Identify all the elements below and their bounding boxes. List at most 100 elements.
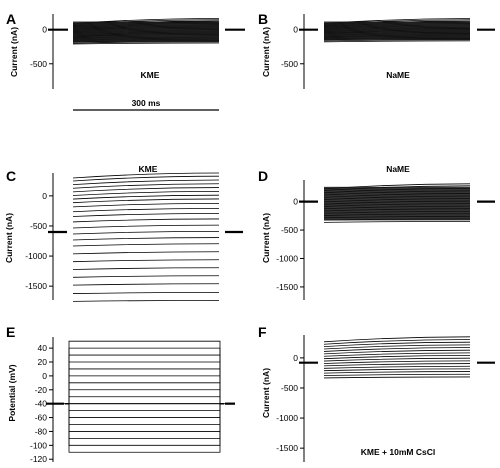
current-trace xyxy=(323,347,471,352)
panel-f-letter: F xyxy=(258,324,267,340)
current-trace xyxy=(72,202,220,208)
current-trace xyxy=(72,237,220,241)
current-trace xyxy=(323,360,471,364)
panel-e-tick-label: -120 xyxy=(30,454,47,464)
current-trace xyxy=(323,339,471,345)
panel-e: E 40 20 0 -20 -40 -60 -80 -100 -120 Potential (mV) xyxy=(6,324,235,464)
current-trace xyxy=(323,376,471,379)
panel-d-tick-label: -1500 xyxy=(276,282,298,292)
panel-c-annotation: KME xyxy=(139,164,158,174)
panel-b-trace-band xyxy=(324,21,470,40)
voltage-step-trace xyxy=(65,396,224,405)
panel-d: D 0 -500 -1000 -1500 Current (nA) NaME xyxy=(258,164,495,300)
voltage-step-trace xyxy=(65,403,224,425)
voltage-step-trace xyxy=(65,368,224,405)
current-trace xyxy=(72,251,220,255)
panel-e-tick-label: 40 xyxy=(38,343,48,353)
panel-a-y-axis-label: Current (nA) xyxy=(9,27,19,77)
current-trace xyxy=(323,368,471,372)
panel-b-tick-label: 0 xyxy=(293,25,298,35)
panel-f-annotation: KME + 10mM CsCl xyxy=(361,447,435,457)
panel-d-tick-label: -1000 xyxy=(276,253,298,263)
voltage-step-trace xyxy=(65,403,224,412)
current-trace xyxy=(72,187,220,193)
panel-a-letter: A xyxy=(6,11,16,27)
current-trace xyxy=(72,218,220,223)
current-trace xyxy=(72,291,220,294)
panel-b-y-axis-label: Current (nA) xyxy=(261,27,271,77)
current-trace xyxy=(323,349,471,355)
current-trace xyxy=(72,172,220,179)
panel-e-tick-label: -80 xyxy=(35,426,48,436)
voltage-step-trace xyxy=(65,382,224,405)
current-trace xyxy=(323,357,471,362)
panel-d-annotation: NaME xyxy=(386,164,410,174)
current-trace xyxy=(323,40,471,43)
panel-a-trace-band xyxy=(73,21,219,42)
panel-c-y-axis-label: Current (nA) xyxy=(4,213,14,263)
panel-a-tick-label: 0 xyxy=(42,25,47,35)
panel-e-tick-label: -40 xyxy=(35,399,48,409)
current-trace xyxy=(72,224,220,229)
panel-d-y-axis-label: Current (nA) xyxy=(261,213,271,263)
panel-d-tick-label: 0 xyxy=(293,197,298,207)
panel-f-tick-label: -1000 xyxy=(276,413,298,423)
current-trace xyxy=(72,275,220,278)
current-trace xyxy=(72,267,220,270)
panel-c-tick-label: 0 xyxy=(42,191,47,201)
current-trace xyxy=(72,183,220,189)
panel-f-tick-label: -1500 xyxy=(276,443,298,453)
panel-c-tick-label: -1500 xyxy=(25,281,47,291)
voltage-step-trace xyxy=(65,403,224,439)
current-trace xyxy=(323,344,471,350)
panel-d-trace-band xyxy=(324,186,470,221)
panel-d-tick-label: -500 xyxy=(281,225,298,235)
panel-e-tick-label: 0 xyxy=(42,371,47,381)
panel-f-tick-label: 0 xyxy=(293,353,298,363)
time-scale-bar-label: 300 ms xyxy=(132,98,161,108)
current-trace xyxy=(72,179,220,186)
current-trace xyxy=(72,194,220,200)
panel-c: C 0 -500 -1000 -1500 Current (nA) KME xyxy=(4,164,243,302)
current-trace xyxy=(72,212,220,217)
current-trace xyxy=(323,371,471,374)
panel-f: F 0 -500 -1000 -1500 Current (nA) KME + 10mM C… xyxy=(258,324,495,462)
current-trace xyxy=(323,341,471,348)
panel-e-y-axis-label: Potential (mV) xyxy=(7,364,17,421)
current-trace xyxy=(323,352,471,357)
current-trace xyxy=(72,259,220,263)
current-trace xyxy=(323,336,471,343)
current-trace xyxy=(323,373,471,376)
panel-c-tick-label: -1000 xyxy=(25,251,47,261)
current-trace xyxy=(323,220,471,223)
current-trace xyxy=(72,283,220,286)
panel-a-tick-label: -500 xyxy=(30,59,47,69)
voltage-step-trace xyxy=(65,340,224,405)
current-trace xyxy=(72,175,220,182)
current-trace xyxy=(72,207,220,213)
current-trace xyxy=(72,198,220,204)
panel-e-tick-label: 20 xyxy=(38,357,48,367)
panel-e-tick-label: -20 xyxy=(35,385,48,395)
panel-b-annotation: NaME xyxy=(386,70,410,80)
panel-c-tick-label: -500 xyxy=(30,221,47,231)
current-trace xyxy=(72,190,220,196)
current-trace xyxy=(72,42,220,45)
current-trace xyxy=(323,365,471,369)
panel-d-letter: D xyxy=(258,168,268,184)
panel-f-tick-label: -500 xyxy=(281,383,298,393)
panel-a-annotation: KME xyxy=(141,70,160,80)
panel-e-tick-label: -60 xyxy=(35,413,48,423)
current-trace xyxy=(323,355,471,360)
panel-b: B 0 -500 Current (nA) NaME xyxy=(258,11,495,89)
panel-e-letter: E xyxy=(6,324,15,340)
panel-b-letter: B xyxy=(258,11,268,27)
panel-e-tick-label: -100 xyxy=(30,440,47,450)
panel-c-letter: C xyxy=(6,168,16,184)
panel-a: A 0 -500 Current (nA) KME 300 ms xyxy=(6,11,245,111)
current-trace xyxy=(72,299,220,302)
current-trace xyxy=(72,243,220,247)
current-trace xyxy=(72,230,220,235)
panel-b-tick-label: -500 xyxy=(281,59,298,69)
